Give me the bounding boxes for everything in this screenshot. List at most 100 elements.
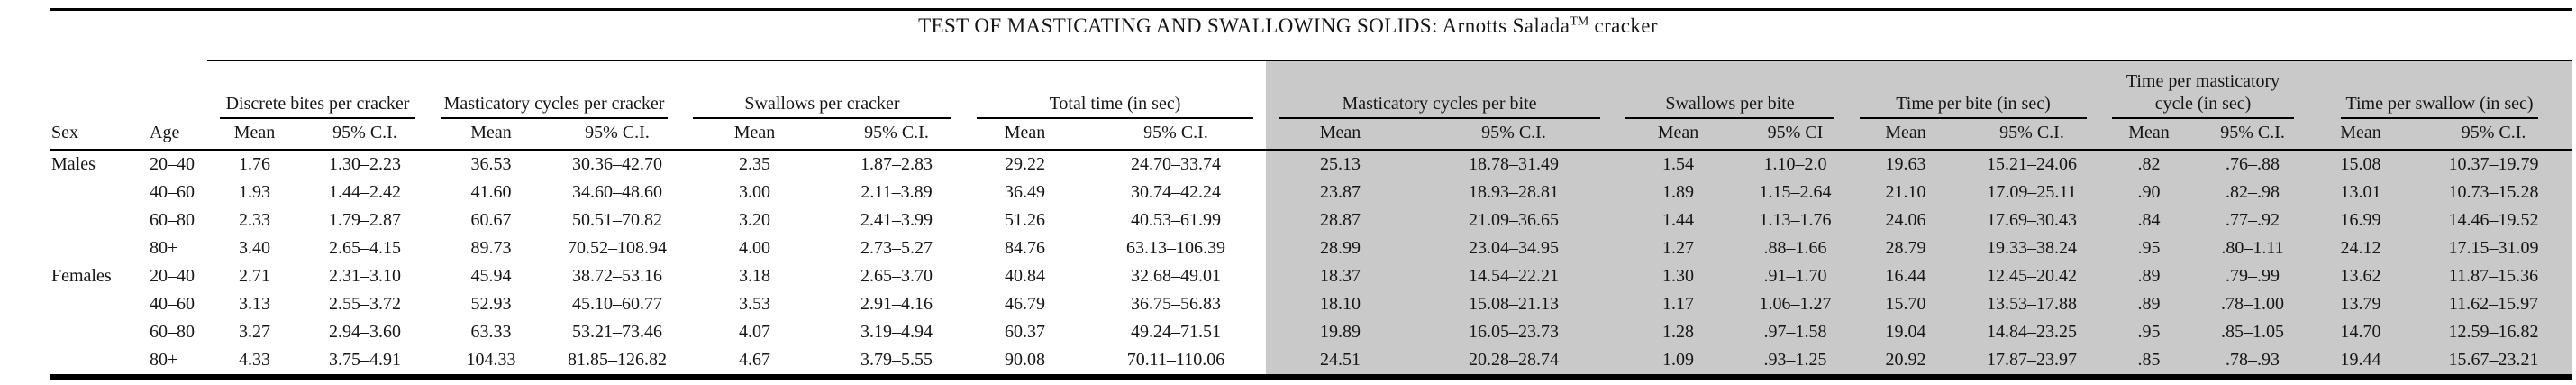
mean-column-header: Mean — [1847, 119, 1964, 151]
group-header: Time per bite (in sec) — [1847, 60, 2100, 119]
value-cell: 46.79 — [1005, 294, 1045, 314]
value-cell: 34.60–48.60 — [572, 182, 662, 202]
mean-column-header: Mean — [1613, 119, 1743, 151]
table-row: 60–80 2.33 1.79–2.87 60.67 50.51–70.82 3.20 2.… — [50, 206, 2572, 234]
value-cell: 1.15–2.64 — [1759, 182, 1832, 202]
value-cell: 38.72–53.16 — [572, 266, 662, 286]
mean-column-header: Mean — [428, 119, 554, 151]
value-cell: .76–.88 — [2226, 154, 2280, 174]
table-row: 80+ 4.33 3.75–4.91 104.33 81.85–126.82 4.67 3.… — [50, 346, 2572, 374]
value-cell: 45.10–60.77 — [572, 294, 662, 314]
value-cell: 13.01 — [2340, 182, 2381, 202]
value-cell: 15.70 — [1885, 294, 1926, 314]
value-cell: 19.33–38.24 — [1987, 238, 2077, 258]
value-cell: 4.07 — [739, 322, 770, 342]
value-cell: 2.65–4.15 — [329, 238, 401, 258]
value-cell: 2.31–3.10 — [329, 266, 401, 286]
group-label: Masticatory cycles per bite — [1279, 89, 1600, 119]
value-cell: 45.94 — [470, 266, 512, 286]
group-label: Swallows per cracker — [693, 89, 951, 119]
value-cell: 3.75–4.91 — [329, 350, 401, 370]
value-cell: 2.94–3.60 — [329, 322, 401, 342]
value-cell: 2.35 — [739, 154, 770, 174]
age-cell: 60–80 — [150, 210, 195, 230]
value-cell: 70.11–110.06 — [1126, 350, 1225, 370]
value-cell: 14.46–19.52 — [2448, 210, 2539, 230]
group-header: Time per swallow (in sec) — [2307, 60, 2573, 119]
value-cell: 10.73–15.28 — [2448, 182, 2539, 202]
value-cell: 13.79 — [2340, 294, 2381, 314]
value-cell: 1.54 — [1662, 154, 1694, 174]
table-title: TEST OF MASTICATING AND SWALLOWING SOLID… — [0, 14, 2576, 38]
value-cell: 3.20 — [739, 210, 770, 230]
sex-column-header: Sex — [50, 119, 135, 151]
table-row: 60–80 3.27 2.94–3.60 63.33 53.21–73.46 4.07 3.… — [50, 318, 2572, 346]
value-cell: 3.19–4.94 — [860, 322, 933, 342]
value-cell: 32.68–49.01 — [1131, 266, 1221, 286]
value-cell: 28.99 — [1320, 238, 1361, 258]
value-cell: .78–.93 — [2226, 350, 2280, 370]
group-label: Discrete bites per cracker — [220, 89, 415, 119]
value-cell: 24.06 — [1885, 210, 1926, 230]
sex-cell — [50, 179, 135, 206]
value-cell: 51.26 — [1005, 210, 1045, 230]
sex-cell: Males — [51, 154, 96, 174]
table-row: 40–60 1.93 1.44–2.42 41.60 34.60–48.60 3.00 2.… — [50, 179, 2572, 206]
value-cell: 1.17 — [1662, 294, 1694, 314]
value-cell: 18.93–28.81 — [1469, 182, 1559, 202]
value-cell: 3.27 — [239, 322, 270, 342]
value-cell: 1.76 — [239, 154, 270, 174]
bottom-rule — [50, 374, 2572, 380]
group-label: Swallows per bite — [1625, 89, 1834, 119]
age-cell: 20–40 — [150, 154, 195, 174]
value-cell: 1.30 — [1662, 266, 1694, 286]
ci-column-header: 95% C.I. — [2415, 119, 2573, 151]
value-cell: 3.40 — [239, 238, 270, 258]
sex-cell — [50, 234, 135, 262]
group-header: Swallows per cracker — [680, 60, 964, 119]
value-cell: 3.53 — [739, 294, 770, 314]
value-cell: 63.13–106.39 — [1126, 238, 1225, 258]
value-cell: 10.37–19.79 — [2448, 154, 2539, 174]
value-cell: .88–1.66 — [1763, 238, 1827, 258]
ci-column-header: 95% C.I. — [554, 119, 680, 151]
value-cell: 12.59–16.82 — [2448, 322, 2539, 342]
group-label: Time per swallow (in sec) — [2341, 89, 2539, 119]
value-cell: 3.18 — [739, 266, 770, 286]
value-cell: 18.10 — [1320, 294, 1361, 314]
table-row: 80+ 3.40 2.65–4.15 89.73 70.52–108.94 4.00 2.7… — [50, 234, 2572, 262]
value-cell: .79–.99 — [2226, 266, 2280, 286]
mean-column-header: Mean — [207, 119, 302, 151]
value-cell: 15.08–21.13 — [1469, 294, 1559, 314]
group-header: Swallows per bite — [1613, 60, 1847, 119]
group-header: Total time (in sec) — [964, 60, 1266, 119]
value-cell: 49.24–71.51 — [1131, 322, 1221, 342]
value-cell: .91–1.70 — [1763, 266, 1827, 286]
value-cell: 21.09–36.65 — [1469, 210, 1559, 230]
sex-cell — [50, 318, 135, 346]
value-cell: 16.99 — [2340, 210, 2381, 230]
value-cell: 4.67 — [739, 350, 770, 370]
value-cell: 104.33 — [466, 350, 516, 370]
table-row: Males 20–40 1.76 1.30–2.23 36.53 30.36–42.70 2… — [50, 150, 2572, 179]
table-title-suffix: cracker — [1588, 14, 1658, 37]
value-cell: 1.79–2.87 — [329, 210, 401, 230]
value-cell: 23.87 — [1320, 182, 1361, 202]
value-cell: 40.53–61.99 — [1131, 210, 1221, 230]
value-cell: .85 — [2137, 350, 2161, 370]
value-cell: 16.44 — [1885, 266, 1926, 286]
value-cell: 1.44 — [1662, 210, 1694, 230]
ci-column-header: 95% C.I. — [1964, 119, 2100, 151]
mean-column-header: Mean — [1266, 119, 1415, 151]
value-cell: 70.52–108.94 — [568, 238, 667, 258]
value-cell: .80–1.11 — [2221, 238, 2284, 258]
value-cell: 16.05–23.73 — [1469, 322, 1559, 342]
top-rule — [50, 8, 2572, 11]
value-cell: 14.54–22.21 — [1469, 266, 1559, 286]
value-cell: 36.53 — [470, 154, 512, 174]
value-cell: 11.62–15.97 — [2448, 294, 2539, 314]
value-cell: 2.91–4.16 — [860, 294, 933, 314]
group-label: Masticatory cycles per cracker — [441, 89, 668, 119]
value-cell: .82–.98 — [2226, 182, 2280, 202]
value-cell: 17.15–31.09 — [2448, 238, 2539, 258]
